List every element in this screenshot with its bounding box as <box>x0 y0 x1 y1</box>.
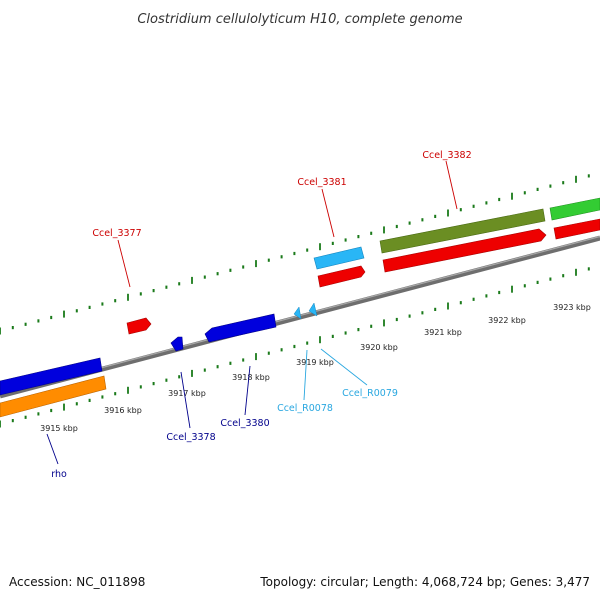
genome-summary-text: Topology: circular; Length: 4,068,724 bp… <box>259 575 590 589</box>
gene-blue-bar-left[interactable] <box>0 357 103 396</box>
callout-ccel-3378 <box>180 371 191 429</box>
callout-ccel-3377 <box>117 239 131 288</box>
label-ccel-3380[interactable]: Ccel_3380 <box>220 418 269 429</box>
label-ccel-r0078[interactable]: Ccel_R0078 <box>277 403 333 414</box>
gene-ccel-3380-arrow[interactable] <box>204 313 277 343</box>
kbp-label-3922: 3922 kbp <box>488 316 526 325</box>
callout-ccel-3380 <box>244 365 251 416</box>
genome-title: Clostridium cellulolyticum H10, complete… <box>137 12 462 27</box>
kbp-label-3917: 3917 kbp <box>168 389 206 398</box>
kbp-label-3921: 3921 kbp <box>424 328 462 337</box>
gene-orange-bar-left[interactable] <box>0 375 107 418</box>
label-rho[interactable]: rho <box>51 469 67 480</box>
label-ccel-3381[interactable]: Ccel_3381 <box>297 177 346 188</box>
label-ccel-3382[interactable]: Ccel_3382 <box>422 150 471 161</box>
callout-ccel-3382 <box>445 160 458 210</box>
kbp-label-3919: 3919 kbp <box>296 358 334 367</box>
callout-ccel-r0078 <box>303 349 308 401</box>
rna-cyan-feature[interactable] <box>313 246 365 270</box>
callout-rho <box>46 433 59 465</box>
accession-text: Accession: NC_011898 <box>9 575 145 589</box>
rna-ccel-r0078-arrow[interactable] <box>293 306 302 320</box>
kbp-label-3916: 3916 kbp <box>104 406 142 415</box>
gene-green-bar[interactable] <box>549 197 600 221</box>
gene-red-bar-right[interactable] <box>553 218 600 240</box>
gene-ccel-3377-arrow[interactable] <box>126 317 152 335</box>
lower-tick-row <box>0 267 590 428</box>
kbp-label-3915: 3915 kbp <box>40 424 78 433</box>
upper-tick-row <box>0 174 590 335</box>
rna-ccel-r0079-arrow[interactable] <box>308 302 318 317</box>
gene-ccel-3382-arrow[interactable] <box>382 228 547 273</box>
kbp-label-3918: 3918 kbp <box>232 373 270 382</box>
label-ccel-3378[interactable]: Ccel_3378 <box>166 432 215 443</box>
kbp-label-3923: 3923 kbp <box>553 303 591 312</box>
label-ccel-r0079[interactable]: Ccel_R0079 <box>342 388 398 399</box>
kbp-label-3920: 3920 kbp <box>360 343 398 352</box>
gene-ccel-3378-arrow[interactable] <box>170 336 184 352</box>
callout-ccel-r0079 <box>320 348 368 386</box>
callout-ccel-3381 <box>321 188 335 238</box>
gene-ccel-3382-olive-bar[interactable] <box>379 208 546 254</box>
gene-ccel-3381-arrow[interactable] <box>317 265 366 288</box>
label-ccel-3377[interactable]: Ccel_3377 <box>92 228 141 239</box>
